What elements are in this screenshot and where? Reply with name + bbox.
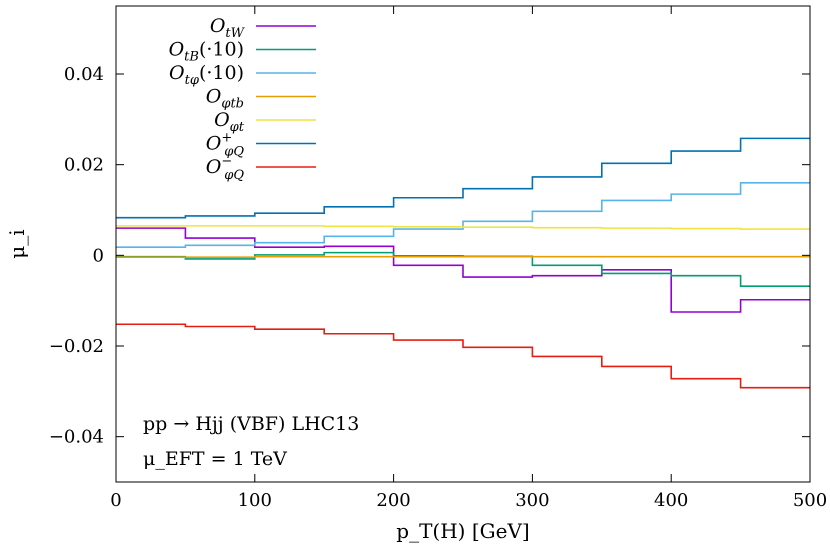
legend-entry-4: Oφt <box>214 109 316 135</box>
series-line-0 <box>116 227 810 313</box>
series-layer <box>116 137 810 389</box>
series-line-5 <box>116 137 810 219</box>
series-line-4 <box>116 225 810 230</box>
x-tick-label: 400 <box>654 490 688 511</box>
legend-label: Oφt <box>214 109 245 135</box>
series-line-6 <box>116 323 810 389</box>
legend-label: Oφtb <box>206 86 244 112</box>
annotation-scale: μ_EFT = 1 TeV <box>143 448 287 470</box>
y-tick-label: −0.04 <box>49 427 104 448</box>
ticks-layer: 0 100 200 300 400 500 −0.04 −0.02 0 0.02 0.04 <box>49 6 827 511</box>
plot-frame <box>115 5 811 483</box>
legend-entry-1: OtB(·10) <box>169 39 316 65</box>
legend-label: OtB(·10) <box>169 39 244 65</box>
annotation-process: pp → Hjj (VBF) LHC13 <box>143 413 359 435</box>
legend-label: O+ φQ <box>206 131 245 160</box>
x-tick-label: 200 <box>376 490 410 511</box>
y-tick-label: 0.02 <box>64 155 104 176</box>
legend-entry-5: O+ φQ <box>206 131 316 160</box>
x-tick-label: 100 <box>238 490 272 511</box>
legend-entry-6: O− φQ <box>206 154 316 183</box>
legend-entry-3: Oφtb <box>206 86 316 112</box>
x-tick-label: 300 <box>515 490 549 511</box>
y-tick-label: 0 <box>93 245 104 266</box>
y-axis-label: μ_i <box>5 229 29 258</box>
legend-label: OtW <box>210 15 246 41</box>
legend-label: Otφ(·10) <box>169 62 244 88</box>
legend-entry-2: Otφ(·10) <box>169 62 316 88</box>
x-tick-label: 500 <box>793 490 827 511</box>
x-axis-label: p_T(H) [GeV] <box>396 519 529 543</box>
series-line-2 <box>116 182 810 248</box>
legend-entry-0: OtW <box>210 15 316 41</box>
y-tick-label: 0.04 <box>64 64 104 85</box>
legend-label: O− φQ <box>206 154 245 183</box>
x-tick-label: 0 <box>110 490 121 511</box>
y-tick-label: −0.02 <box>49 336 104 357</box>
